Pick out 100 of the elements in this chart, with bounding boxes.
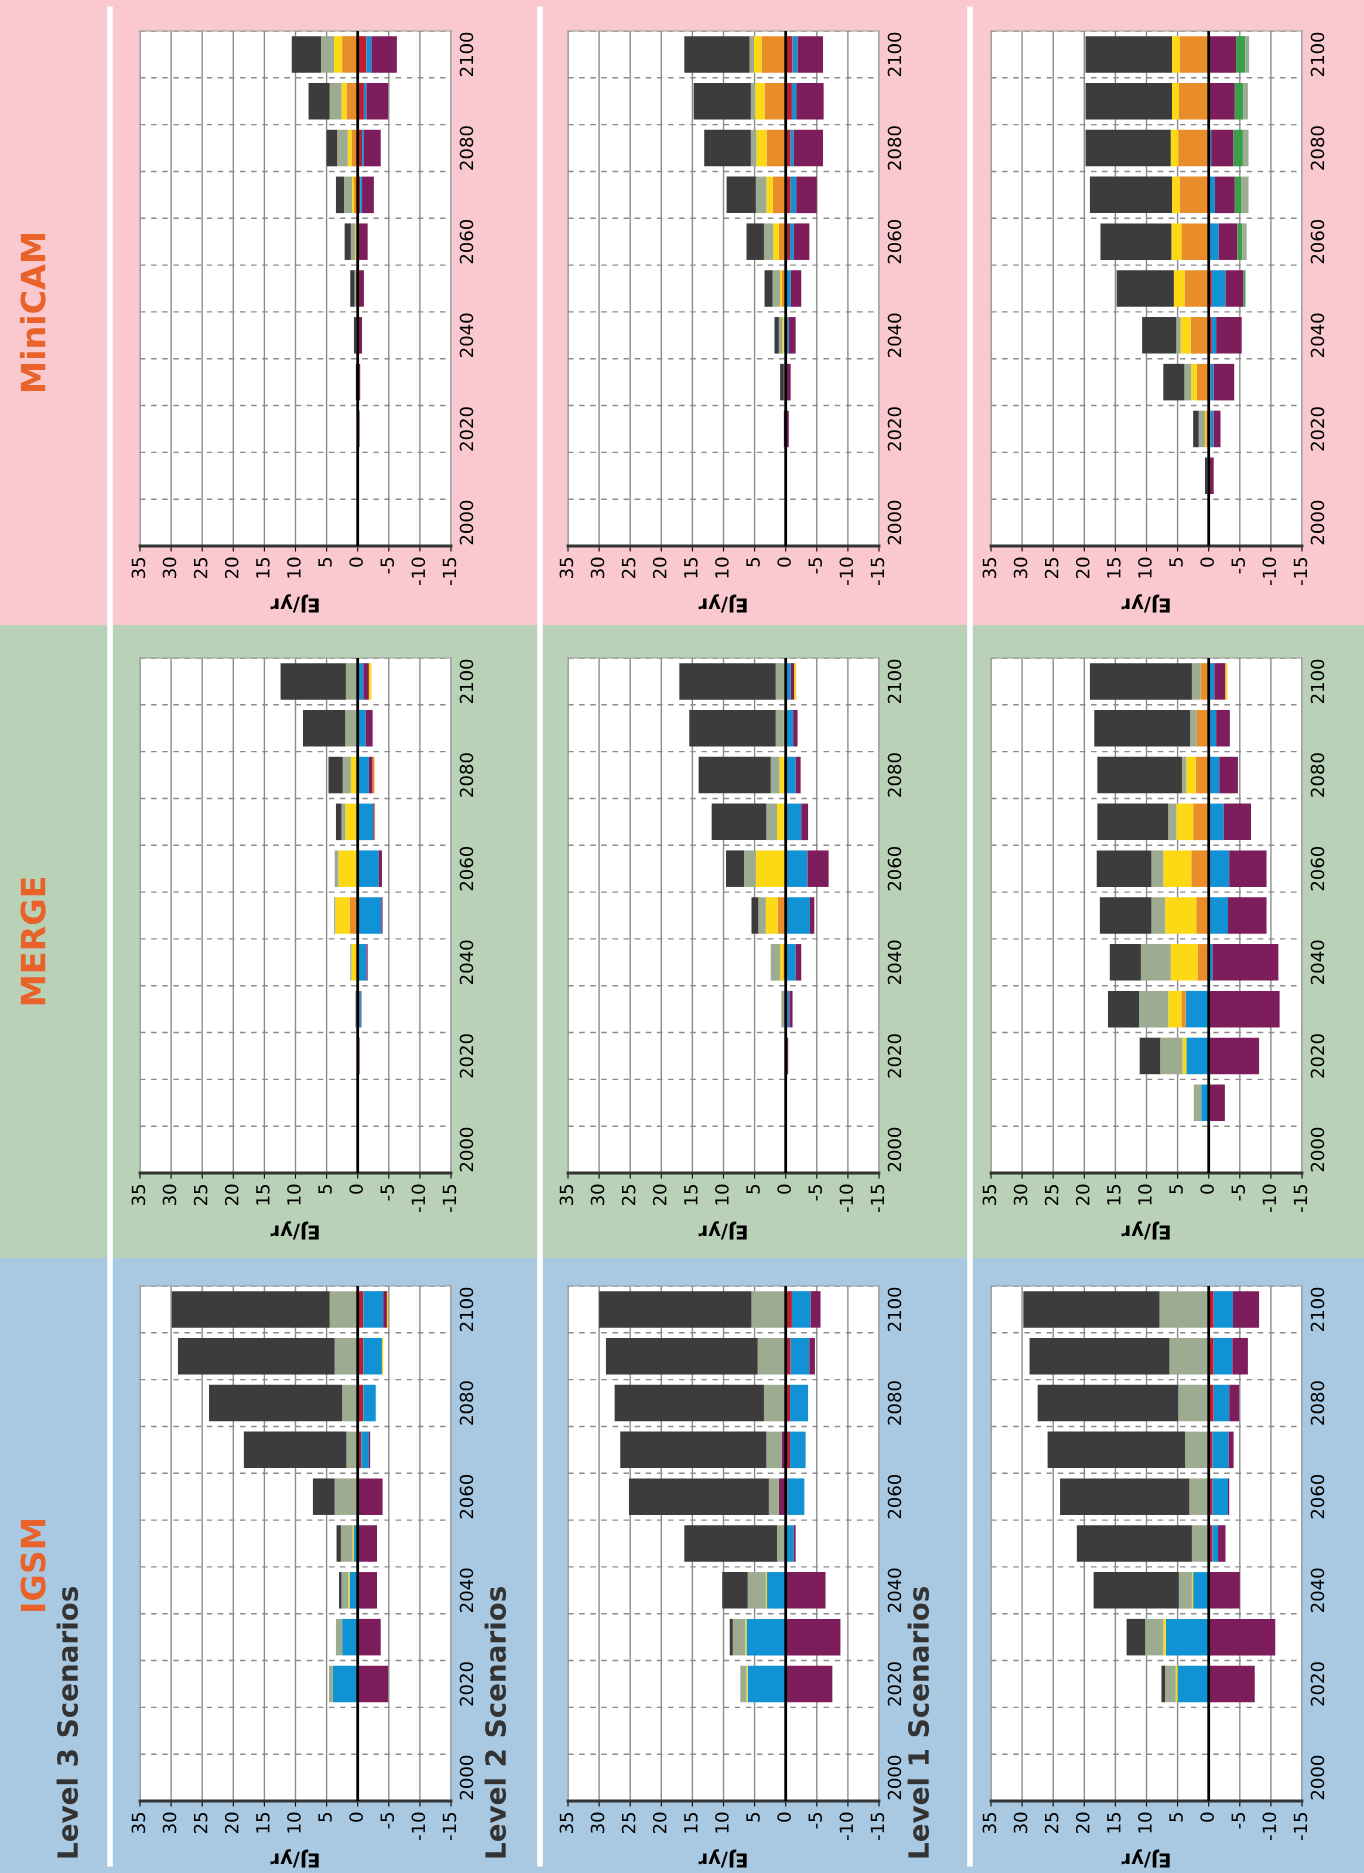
x-axis-title: EJ/yr (270, 1221, 319, 1240)
x-tick-label: 25 (1044, 557, 1059, 579)
y-tick-label: 2000 (1310, 500, 1325, 545)
y-tick-label: 2000 (459, 500, 474, 545)
x-tick-label: 0 (1200, 1184, 1214, 1194)
y-tick-label: 2020 (459, 1662, 474, 1706)
x-tick-label: 30 (590, 1812, 605, 1834)
x-axis-title: EJ/yr (698, 594, 747, 613)
x-axis-title: EJ/yr (1121, 594, 1170, 613)
y-tick-label: 2080 (887, 1381, 902, 1425)
x-tick-label: 15 (1107, 557, 1121, 578)
y-tick-label: 2060 (887, 846, 902, 891)
x-tick-label: 20 (224, 1812, 239, 1834)
x-tick-label: -10 (839, 1184, 854, 1213)
x-tick-label: 20 (652, 1812, 667, 1834)
x-tick-label: 25 (1044, 1184, 1059, 1206)
x-axis-title: EJ/yr (1121, 1221, 1170, 1240)
y-tick-label: 2020 (1310, 1034, 1325, 1078)
y-tick-label: 2000 (1310, 1755, 1325, 1800)
x-tick-label: -15 (442, 1812, 457, 1841)
text: MiniCAM (19, 233, 46, 392)
x-tick-label: 20 (224, 1184, 239, 1206)
y-tick-label: 2060 (1310, 846, 1325, 891)
text: MERGE (20, 878, 46, 1005)
y-tick-label: 2020 (1310, 407, 1325, 451)
y-tick-label: 2100 (459, 1287, 474, 1332)
x-tick-label: -10 (1262, 1184, 1277, 1213)
x-tick-label: 20 (652, 557, 667, 579)
y-tick-label: 2020 (887, 1034, 902, 1078)
y-tick-label: 2080 (459, 1381, 474, 1425)
x-tick-label: -5 (380, 1812, 395, 1829)
x-tick-label: -15 (1293, 1184, 1308, 1213)
x-tick-label: 15 (1107, 1812, 1121, 1833)
x-tick-label: 30 (1013, 557, 1028, 579)
x-tick-label: -10 (411, 557, 426, 586)
y-tick-label: 2020 (459, 1034, 474, 1078)
y-tick-label: 2060 (1310, 219, 1325, 264)
y-tick-label: 2060 (459, 219, 474, 264)
y-tick-label: 2040 (1310, 940, 1325, 984)
x-tick-label: 5 (318, 1812, 332, 1822)
y-tick-label: 2000 (887, 500, 902, 545)
y-tick-label: 2000 (887, 1755, 902, 1800)
x-tick-label: 5 (746, 1812, 760, 1822)
x-tick-label: 20 (652, 1184, 667, 1206)
y-tick-label: 2020 (459, 407, 474, 451)
x-tick-label: 15 (256, 1812, 270, 1833)
x-tick-label: 35 (559, 557, 574, 579)
x-tick-label: 30 (1013, 1812, 1028, 1834)
x-tick-label: 15 (684, 1812, 698, 1833)
y-tick-label: 2000 (887, 1127, 902, 1172)
x-tick-label: 15 (684, 1184, 698, 1205)
x-tick-label: -15 (870, 1812, 885, 1841)
x-tick-label: -15 (1293, 1812, 1308, 1841)
y-tick-label: 2000 (459, 1127, 474, 1172)
y-tick-label: 2080 (1310, 1381, 1325, 1425)
x-tick-label: 25 (193, 557, 208, 579)
y-tick-label: 2000 (1310, 1127, 1325, 1172)
x-tick-label: 5 (746, 1184, 760, 1194)
y-tick-label: 2100 (1310, 659, 1325, 704)
y-tick-label: 2100 (887, 32, 902, 77)
x-tick-label: 25 (621, 1184, 636, 1206)
text: Level 2 Scenarios (484, 1586, 507, 1858)
x-tick-label: 0 (777, 557, 791, 567)
x-tick-label: 15 (256, 1184, 270, 1205)
x-tick-label: 0 (349, 1184, 363, 1194)
x-tick-label: 5 (1169, 1812, 1183, 1822)
text: IGSM (20, 1520, 46, 1611)
x-tick-label: 25 (621, 1812, 636, 1834)
x-tick-label: 20 (1075, 1812, 1090, 1834)
y-tick-label: 2040 (887, 940, 902, 984)
y-tick-label: 2080 (887, 126, 902, 170)
text: Level 1 Scenarios (907, 1586, 930, 1858)
x-tick-label: -5 (808, 557, 823, 574)
x-tick-label: -5 (1231, 1812, 1246, 1829)
x-tick-label: 30 (590, 557, 605, 579)
x-tick-label: -15 (870, 557, 885, 586)
x-tick-label: -5 (808, 1184, 823, 1201)
y-tick-label: 2100 (887, 659, 902, 704)
y-tick-label: 2100 (459, 32, 474, 77)
x-tick-label: 5 (746, 557, 760, 567)
y-tick-label: 2020 (887, 407, 902, 451)
x-tick-label: -10 (839, 1812, 854, 1841)
x-tick-label: 10 (715, 557, 729, 578)
x-tick-label: 30 (162, 1812, 177, 1834)
y-tick-label: 2060 (887, 1474, 902, 1519)
x-tick-label: -10 (1262, 557, 1277, 586)
x-tick-label: 35 (559, 1184, 574, 1206)
x-axis-title: EJ/yr (1121, 1849, 1170, 1868)
y-tick-label: 2080 (1310, 126, 1325, 170)
y-tick-label: 2100 (1310, 32, 1325, 77)
y-tick-label: 2080 (1310, 753, 1325, 797)
x-tick-label: 25 (621, 557, 636, 579)
y-tick-label: 2080 (459, 126, 474, 170)
x-tick-label: 10 (1138, 1812, 1152, 1833)
x-tick-label: -15 (870, 1184, 885, 1213)
y-tick-label: 2100 (459, 659, 474, 704)
x-tick-label: 0 (1200, 557, 1214, 567)
text: Level 3 Scenarios (56, 1586, 79, 1858)
x-axis-title: EJ/yr (270, 594, 319, 613)
x-tick-label: 15 (256, 557, 270, 578)
